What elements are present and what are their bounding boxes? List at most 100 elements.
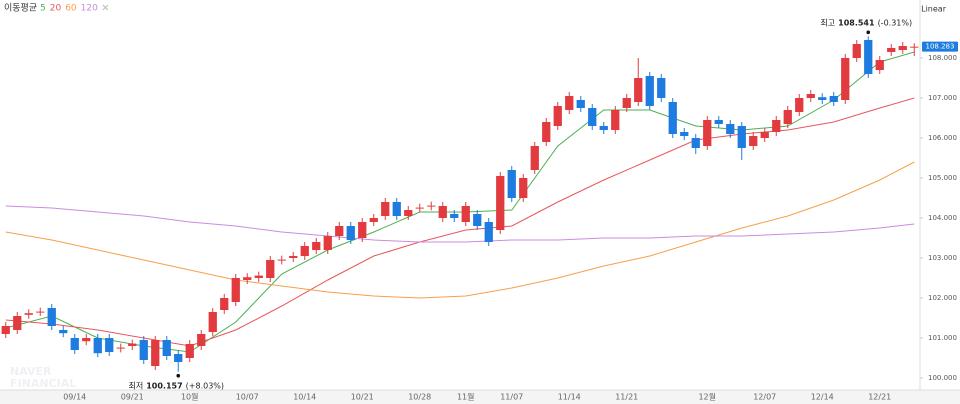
candle-body [47, 308, 56, 326]
candle-body [208, 312, 217, 332]
y-tick-label: 105.000 [928, 174, 957, 182]
candle-body [438, 206, 447, 218]
candle-body [703, 120, 712, 146]
candle-body [818, 97, 827, 100]
candle-body [105, 338, 114, 352]
candle-body [530, 146, 539, 170]
candle-body [392, 202, 401, 216]
x-axis-bar [0, 390, 960, 404]
watermark: NAVER [10, 365, 52, 378]
candle-body [795, 98, 804, 112]
candle-body [599, 126, 608, 130]
annotation-change: (+8.03%) [186, 381, 224, 390]
legend[interactable]: 이동평균 5 20 60 120 [4, 3, 109, 14]
candle-body [691, 138, 700, 148]
candle-body [427, 205, 436, 207]
candle-body [634, 78, 643, 102]
y-tick-label: 107.000 [928, 94, 957, 102]
candle-body [588, 108, 597, 126]
candle-body [645, 76, 654, 106]
x-tick-label: 10월 [181, 392, 199, 402]
candle-body [369, 218, 378, 222]
extreme-marker [176, 373, 181, 378]
candle-body [473, 214, 482, 226]
moving-average-line [5, 205, 915, 243]
candle-body [24, 313, 33, 315]
candle-body [70, 338, 79, 350]
candle-body [668, 102, 677, 134]
price-tag-label: 108.283 [926, 43, 955, 51]
candle-body [726, 124, 735, 134]
x-tick-label: 10/21 [351, 393, 374, 402]
candle-body [841, 58, 850, 100]
candle-body [760, 132, 769, 138]
extreme-marker [866, 30, 871, 35]
annotation-change: (-0.31%) [878, 18, 913, 27]
candle-body [576, 100, 585, 108]
candle-body [151, 340, 160, 366]
annotation: 최고 108.541 (-0.31%) [820, 17, 912, 27]
y-tick-label: 103.000 [928, 254, 957, 262]
candle-body [289, 256, 298, 258]
legend-entry: 20 [50, 4, 62, 14]
candle-body [519, 178, 528, 198]
candle-body [220, 298, 229, 310]
x-tick-label: 10/07 [236, 393, 259, 402]
candle-body [231, 278, 240, 302]
x-tick-label: 10/28 [408, 393, 431, 402]
candle-body [254, 275, 263, 278]
candle-body [266, 260, 275, 278]
candle-body [116, 347, 125, 349]
candle-body [461, 206, 470, 222]
candle-body [450, 214, 459, 218]
annotation-value: 100.157 [146, 381, 182, 390]
x-tick-label: 12/21 [868, 393, 891, 402]
y-tick-label: 101.000 [928, 334, 957, 342]
y-tick-label: 108.000 [928, 54, 957, 62]
y-tick-label: 104.000 [928, 214, 957, 222]
close-icon [102, 4, 109, 11]
candle-body [415, 207, 424, 209]
candle-body [714, 120, 723, 124]
y-tick-label: 106.000 [928, 134, 957, 142]
candle-body [737, 126, 746, 148]
candle-body [829, 96, 838, 102]
candle-body [185, 344, 194, 358]
candle-body [611, 110, 620, 130]
candle-body [898, 46, 907, 50]
x-tick-label: 11월 [457, 392, 475, 402]
watermark: FINANCIAL [10, 377, 76, 390]
candle-body [381, 202, 390, 216]
candle-body [622, 98, 631, 108]
x-tick-label: 12월 [698, 392, 716, 402]
candle-body [312, 242, 321, 250]
moving-average-line [5, 51, 915, 353]
moving-average-line [5, 161, 915, 299]
candle-body [36, 311, 45, 313]
candle-body [565, 96, 574, 110]
candle-body [806, 94, 815, 98]
candle-body [139, 340, 148, 360]
annotation-value: 108.541 [838, 18, 875, 27]
candle-body [128, 343, 137, 346]
candle-body [875, 60, 884, 70]
legend-entry: 120 [81, 4, 98, 14]
legend-close[interactable] [102, 4, 109, 11]
x-tick-label: 11/21 [615, 393, 638, 402]
candle-body [13, 316, 22, 330]
candle-body [335, 226, 344, 236]
candle-body [93, 338, 102, 354]
x-tick-label: 09/21 [121, 393, 144, 402]
annotation-label: 최고 [820, 17, 835, 27]
legend-entry: 60 [65, 4, 77, 14]
candle-body [657, 78, 666, 98]
x-tick-label: 12/07 [753, 393, 776, 402]
candle-body [174, 354, 183, 362]
legend-title: 이동평균 [4, 3, 37, 14]
candle-body [864, 40, 873, 74]
x-tick-label: 09/14 [63, 393, 86, 402]
candle-body [404, 210, 413, 216]
x-tick-label: 10/14 [293, 393, 316, 402]
scale-mode[interactable]: Linear [921, 5, 947, 14]
